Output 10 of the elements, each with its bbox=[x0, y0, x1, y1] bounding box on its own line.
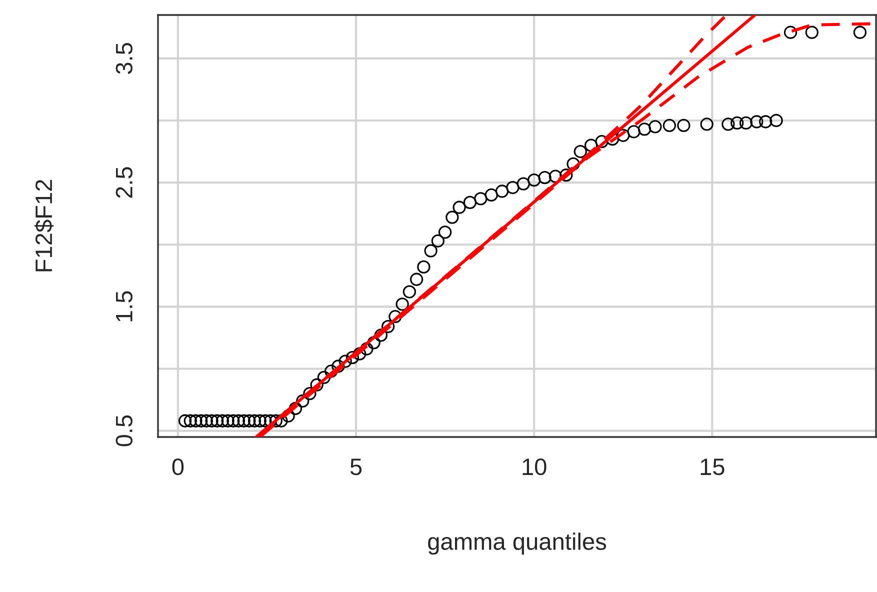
y-tick-label: 2.5 bbox=[116, 167, 132, 198]
x-tick-label: 10 bbox=[522, 458, 546, 476]
x-tick-label: 15 bbox=[700, 458, 724, 476]
x-tick-label: 5 bbox=[350, 458, 362, 476]
x-axis-title: gamma quantiles bbox=[428, 532, 606, 555]
y-tick-label: 1.5 bbox=[116, 291, 132, 322]
y-tick-label: 0.5 bbox=[116, 415, 132, 446]
y-axis-title: F12$F12 bbox=[34, 180, 54, 272]
y-tick-label: 3.5 bbox=[116, 43, 132, 74]
x-tick-label: 0 bbox=[172, 458, 184, 476]
